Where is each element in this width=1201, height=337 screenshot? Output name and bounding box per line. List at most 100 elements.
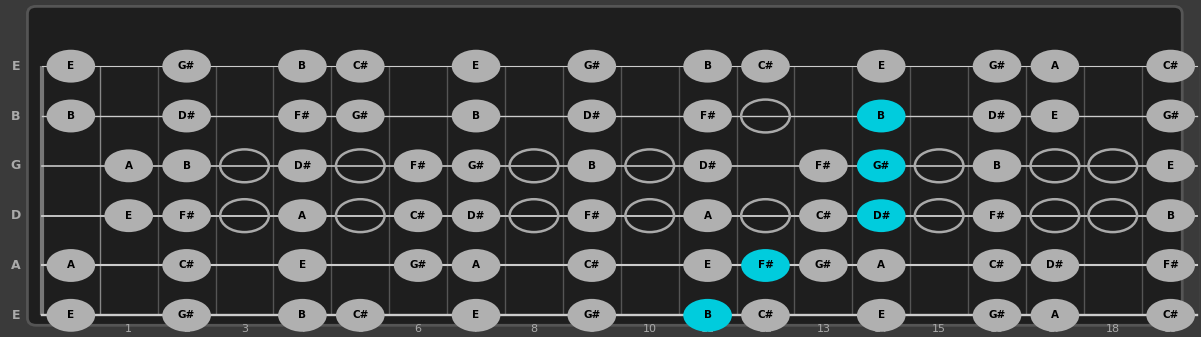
Ellipse shape	[279, 50, 327, 83]
Text: F#: F#	[700, 111, 716, 121]
Ellipse shape	[452, 149, 501, 182]
Text: G#: G#	[988, 310, 1005, 320]
Ellipse shape	[452, 299, 501, 332]
Text: 7: 7	[472, 324, 479, 334]
Text: 3: 3	[241, 324, 247, 334]
Text: D#: D#	[294, 161, 311, 171]
Text: D#: D#	[988, 111, 1005, 121]
Text: D#: D#	[699, 161, 716, 171]
Ellipse shape	[336, 299, 384, 332]
Ellipse shape	[973, 149, 1021, 182]
Ellipse shape	[568, 299, 616, 332]
Ellipse shape	[279, 99, 327, 132]
Ellipse shape	[279, 199, 327, 232]
Text: 14: 14	[874, 324, 889, 334]
Ellipse shape	[568, 99, 616, 132]
Text: C#: C#	[410, 211, 426, 221]
Ellipse shape	[394, 149, 442, 182]
Text: 6: 6	[414, 324, 422, 334]
Ellipse shape	[279, 299, 327, 332]
Ellipse shape	[162, 249, 211, 282]
Ellipse shape	[336, 50, 384, 83]
Ellipse shape	[568, 149, 616, 182]
Text: D#: D#	[1046, 261, 1064, 271]
Text: F#: F#	[990, 211, 1005, 221]
Ellipse shape	[741, 249, 790, 282]
Text: G#: G#	[814, 261, 832, 271]
Text: D#: D#	[584, 111, 600, 121]
Text: B: B	[1166, 211, 1175, 221]
Ellipse shape	[1147, 99, 1195, 132]
Ellipse shape	[568, 249, 616, 282]
Text: 9: 9	[588, 324, 596, 334]
Ellipse shape	[973, 249, 1021, 282]
Text: B: B	[298, 61, 306, 71]
Text: F#: F#	[758, 261, 773, 271]
Ellipse shape	[1030, 50, 1080, 83]
Text: B: B	[183, 161, 191, 171]
Ellipse shape	[683, 50, 731, 83]
Text: 11: 11	[700, 324, 715, 334]
Text: A: A	[704, 211, 711, 221]
Text: F#: F#	[1163, 261, 1178, 271]
Text: C#: C#	[815, 211, 831, 221]
Text: D#: D#	[873, 211, 890, 221]
Text: C#: C#	[584, 261, 600, 271]
Text: C#: C#	[352, 310, 369, 320]
Ellipse shape	[858, 199, 906, 232]
Text: G: G	[11, 159, 20, 172]
Text: 12: 12	[758, 324, 772, 334]
Text: E: E	[299, 261, 306, 271]
Text: B: B	[472, 111, 480, 121]
Text: E: E	[704, 261, 711, 271]
Text: C#: C#	[758, 61, 773, 71]
Text: E: E	[878, 310, 885, 320]
Ellipse shape	[452, 199, 501, 232]
Text: E: E	[12, 60, 20, 73]
Text: 1: 1	[125, 324, 132, 334]
Ellipse shape	[452, 249, 501, 282]
Ellipse shape	[162, 149, 211, 182]
Text: B: B	[11, 110, 20, 123]
Ellipse shape	[47, 249, 95, 282]
Text: F#: F#	[294, 111, 310, 121]
Text: G#: G#	[410, 261, 426, 271]
Ellipse shape	[1147, 149, 1195, 182]
Ellipse shape	[741, 50, 790, 83]
Ellipse shape	[162, 199, 211, 232]
Text: E: E	[12, 309, 20, 322]
Ellipse shape	[683, 299, 731, 332]
Ellipse shape	[162, 99, 211, 132]
Text: F#: F#	[179, 211, 195, 221]
Ellipse shape	[799, 249, 848, 282]
Text: F#: F#	[815, 161, 831, 171]
Ellipse shape	[394, 199, 442, 232]
Text: G#: G#	[178, 310, 196, 320]
Text: E: E	[67, 61, 74, 71]
Ellipse shape	[279, 249, 327, 282]
Ellipse shape	[858, 50, 906, 83]
Ellipse shape	[47, 50, 95, 83]
Ellipse shape	[47, 99, 95, 132]
Ellipse shape	[1030, 99, 1080, 132]
Text: F#: F#	[584, 211, 599, 221]
Ellipse shape	[799, 149, 848, 182]
Ellipse shape	[1147, 50, 1195, 83]
Text: 17: 17	[1047, 324, 1062, 334]
Ellipse shape	[47, 299, 95, 332]
Ellipse shape	[858, 249, 906, 282]
Text: E: E	[878, 61, 885, 71]
Text: G#: G#	[467, 161, 485, 171]
Ellipse shape	[1030, 249, 1080, 282]
Text: 13: 13	[817, 324, 830, 334]
Text: 19: 19	[1164, 324, 1178, 334]
Text: B: B	[877, 111, 885, 121]
Text: E: E	[472, 61, 479, 71]
Text: E: E	[67, 310, 74, 320]
Text: E: E	[125, 211, 132, 221]
Ellipse shape	[683, 199, 731, 232]
Text: A: A	[298, 211, 306, 221]
Text: B: B	[704, 61, 711, 71]
Text: A: A	[67, 261, 74, 271]
Text: 8: 8	[531, 324, 538, 334]
